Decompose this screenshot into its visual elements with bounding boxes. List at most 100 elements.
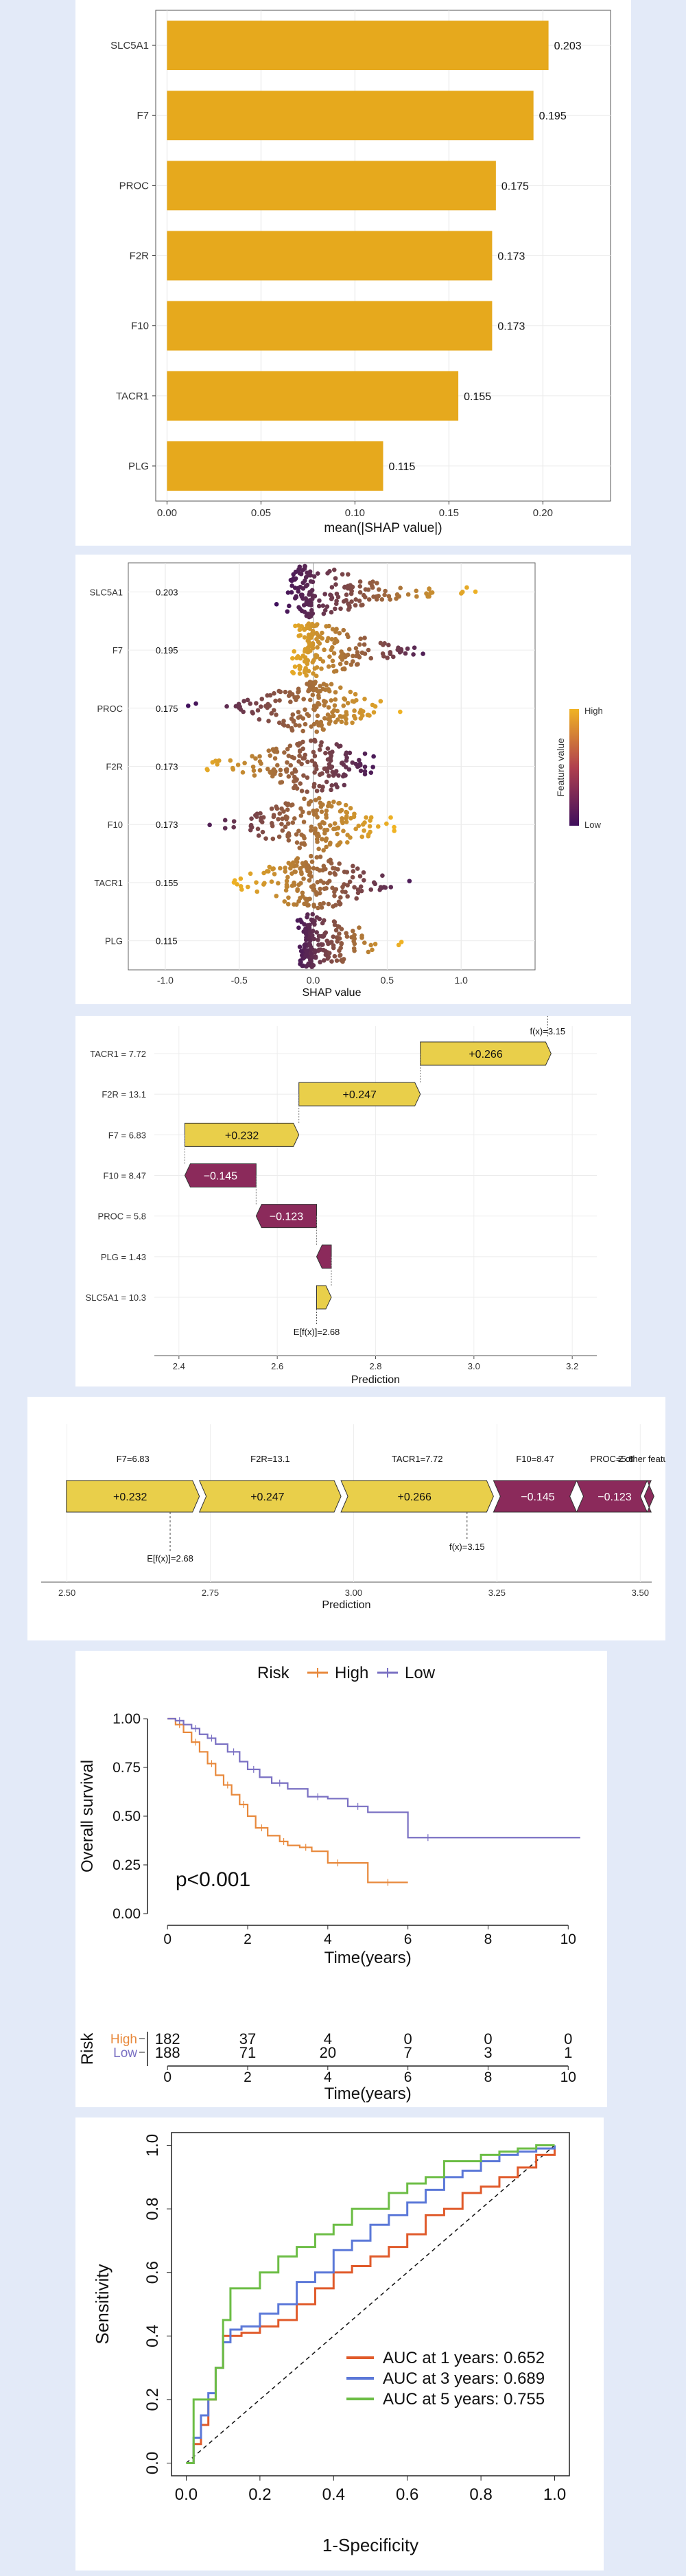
beeswarm-point xyxy=(222,826,228,831)
beeswarm-point xyxy=(319,905,324,910)
beeswarm-point xyxy=(330,627,335,632)
beeswarm-point xyxy=(376,587,381,592)
x-tick-label: 3.50 xyxy=(632,1588,649,1598)
beeswarm-point xyxy=(355,866,360,871)
beeswarm-point xyxy=(312,754,318,758)
beeswarm-point xyxy=(308,614,314,619)
bar-value-label: 0.115 xyxy=(389,461,416,473)
beeswarm-point xyxy=(339,719,344,724)
beeswarm-point xyxy=(297,944,303,949)
beeswarm-point xyxy=(334,639,340,644)
beeswarm-point xyxy=(333,887,339,892)
beeswarm-point xyxy=(335,825,341,831)
beeswarm-point xyxy=(332,821,338,826)
beeswarm-point xyxy=(421,651,425,656)
beeswarm-point xyxy=(357,584,363,589)
beeswarm-point xyxy=(307,569,313,575)
beeswarm-point xyxy=(346,767,352,772)
beeswarm-point xyxy=(310,645,316,651)
beeswarm-point xyxy=(340,657,345,662)
beeswarm-point xyxy=(391,654,396,660)
beeswarm-point xyxy=(331,713,336,719)
beeswarm-point xyxy=(346,601,351,606)
x-tick-label: 1.0 xyxy=(454,975,468,986)
beeswarm-point xyxy=(284,882,289,887)
beeswarm-point xyxy=(324,938,330,944)
fx-label: f(x)=3.15 xyxy=(449,1542,485,1552)
beeswarm-point xyxy=(271,767,276,772)
beeswarm-point xyxy=(270,823,275,828)
beeswarm-point xyxy=(340,816,344,821)
beeswarm-point xyxy=(358,716,364,721)
beeswarm-point xyxy=(303,578,307,583)
y-axis-label: Overall survival xyxy=(78,1760,97,1872)
beeswarm-point xyxy=(274,712,279,717)
beeswarm-point xyxy=(338,953,343,958)
beeswarm-point xyxy=(321,958,327,963)
beeswarm-point xyxy=(310,628,316,634)
beeswarm-point xyxy=(318,960,322,965)
beeswarm-point xyxy=(298,813,304,818)
beeswarm-point xyxy=(286,774,292,779)
beeswarm-point xyxy=(297,845,303,850)
beeswarm-point xyxy=(368,829,372,835)
beeswarm-point xyxy=(356,823,362,828)
bar xyxy=(167,441,383,491)
risk-row-label: Low xyxy=(113,2046,137,2061)
beeswarm-point xyxy=(306,669,311,674)
legend-low-label: Low xyxy=(584,820,601,830)
legend-title: Feature value xyxy=(555,738,566,797)
beeswarm-point xyxy=(339,927,344,931)
x-tick-label: 3.00 xyxy=(345,1588,362,1598)
beeswarm-points xyxy=(290,621,425,679)
beeswarm-point xyxy=(344,721,348,726)
beeswarm-point xyxy=(362,697,367,701)
beeswarm-point xyxy=(322,703,327,708)
beeswarm-point xyxy=(274,746,279,752)
beeswarm-point xyxy=(299,594,305,599)
beeswarm-point xyxy=(311,671,316,676)
beeswarm-point xyxy=(357,655,362,660)
beeswarm-point xyxy=(277,698,282,703)
beeswarm-point xyxy=(251,768,257,773)
beeswarm-point xyxy=(276,720,282,726)
beeswarm-point xyxy=(375,581,379,585)
beeswarm-point xyxy=(302,659,307,664)
y-tick-label: F10 xyxy=(131,321,149,332)
beeswarm-point xyxy=(382,592,387,598)
beeswarm-point xyxy=(258,811,263,816)
beeswarm-point xyxy=(337,800,342,806)
beeswarm-point xyxy=(265,693,270,698)
beeswarm-point xyxy=(297,753,302,758)
beeswarm-point xyxy=(318,804,324,809)
beeswarm-point xyxy=(323,952,329,958)
base-label: E[f(x)]=2.68 xyxy=(294,1327,340,1337)
beeswarm-point xyxy=(331,919,337,924)
legend-label: AUC at 3 years: 0.689 xyxy=(383,2369,545,2388)
waterfall-value-label: +0.266 xyxy=(469,1049,502,1060)
beeswarm-point xyxy=(248,871,253,877)
beeswarm-point xyxy=(222,817,228,823)
beeswarm-point xyxy=(371,710,377,715)
beeswarm-point xyxy=(338,606,343,612)
beeswarm-point xyxy=(279,780,285,785)
beeswarm-point xyxy=(311,936,317,942)
beeswarm-point xyxy=(318,634,322,640)
beeswarm-point xyxy=(318,800,323,806)
beeswarm-point xyxy=(331,945,336,951)
beeswarm-point xyxy=(322,592,327,596)
y-tick-label: PLG = 1.43 xyxy=(101,1252,146,1262)
beeswarm-point xyxy=(354,662,359,667)
beeswarm-point xyxy=(334,599,339,603)
beeswarm-point xyxy=(333,606,338,612)
risk-table-cell: 3 xyxy=(484,2044,492,2061)
beeswarm-point xyxy=(318,855,323,859)
beeswarm-point xyxy=(397,594,402,599)
beeswarm-point xyxy=(336,842,342,847)
beeswarm-point xyxy=(338,743,343,749)
y-tick-label: PROC xyxy=(97,704,123,714)
beeswarm-point xyxy=(314,837,320,842)
beeswarm-point xyxy=(351,929,355,933)
y-tick-label: PLG xyxy=(128,461,149,472)
beeswarm-point xyxy=(319,666,324,671)
